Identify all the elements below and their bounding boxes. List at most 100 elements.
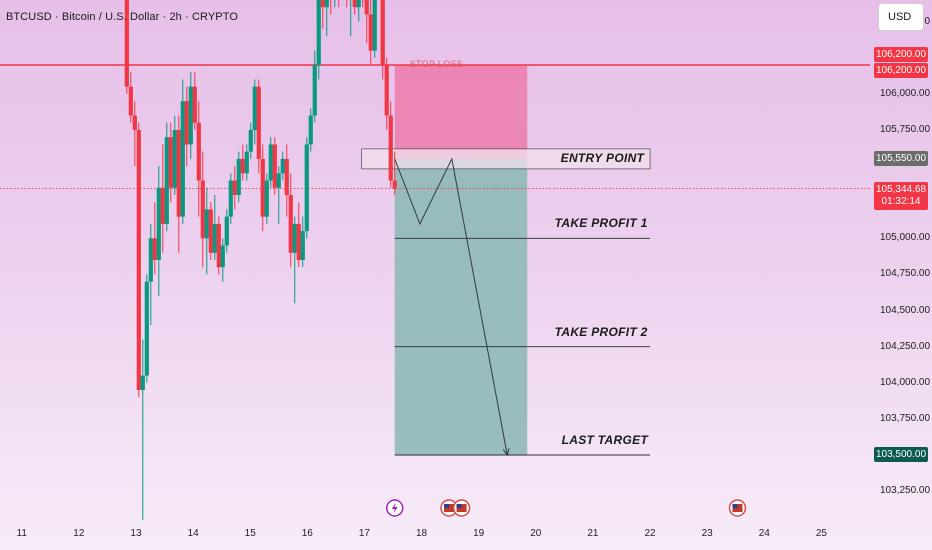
candle xyxy=(312,65,317,116)
candle xyxy=(268,144,273,181)
candle xyxy=(204,209,209,239)
last-target-label[interactable]: LAST TARGET xyxy=(561,433,649,447)
stop-loss-price-badge: 106,200.00 xyxy=(874,47,928,62)
candle xyxy=(168,137,173,188)
candle xyxy=(324,0,329,8)
candle xyxy=(180,101,185,217)
candle xyxy=(384,65,389,116)
time-tick: 20 xyxy=(530,528,542,539)
price-levels xyxy=(0,64,870,456)
candle xyxy=(192,86,197,123)
time-tick: 18 xyxy=(416,528,428,539)
candle xyxy=(140,375,145,390)
candle xyxy=(156,187,161,260)
projection-line xyxy=(394,157,508,456)
time-tick: 15 xyxy=(244,528,256,539)
entry-box xyxy=(361,148,651,170)
time-tick: 22 xyxy=(644,528,656,539)
candle xyxy=(308,115,313,145)
candlestick-chart[interactable] xyxy=(0,0,870,520)
candle xyxy=(124,0,129,87)
candle xyxy=(212,223,217,253)
current-price-badge: 105,344.68 01:32:14 xyxy=(874,181,928,210)
stop-loss-zone xyxy=(394,65,528,159)
candle xyxy=(276,173,281,188)
candle xyxy=(236,158,241,195)
candle xyxy=(292,223,297,253)
candle xyxy=(240,158,245,174)
stop-loss-label: STOP LOSS xyxy=(409,59,464,69)
candle xyxy=(148,238,153,282)
candle xyxy=(380,0,385,65)
candle xyxy=(252,86,257,130)
entry-point-label[interactable]: ENTRY POINT xyxy=(560,150,645,165)
time-tick: 19 xyxy=(473,528,485,539)
candle xyxy=(260,158,265,217)
flag-canton xyxy=(456,504,462,508)
candle xyxy=(368,14,373,51)
candle xyxy=(356,0,361,8)
candle xyxy=(196,122,201,181)
event-icons xyxy=(385,499,747,517)
candle xyxy=(352,0,357,8)
target-price-badge: 103,500.00 xyxy=(874,447,928,462)
price-tick: 105,750.00 xyxy=(880,124,931,135)
stop-loss-price-badge-2: 106,200.00 xyxy=(874,63,928,78)
price-tick: 105,000.00 xyxy=(880,232,931,244)
entry-price-badge: 105,550.00 xyxy=(874,150,928,166)
bar-countdown: 01:32:14 xyxy=(881,195,921,207)
candle xyxy=(144,281,149,376)
candle xyxy=(220,245,225,268)
candle xyxy=(152,238,157,260)
candle xyxy=(288,195,293,253)
time-tick: 12 xyxy=(73,528,85,539)
flag-canton xyxy=(732,504,738,508)
price-tick: 104,000.00 xyxy=(880,376,931,388)
candle xyxy=(188,86,193,145)
take-profit-1-label[interactable]: TAKE PROFIT 1 xyxy=(554,216,648,231)
time-tick: 21 xyxy=(587,528,599,539)
candle xyxy=(304,144,309,232)
price-tick: 104,750.00 xyxy=(880,268,931,280)
time-tick: 23 xyxy=(701,528,713,539)
candle xyxy=(176,130,181,217)
lightning-glyph xyxy=(391,503,398,513)
candle xyxy=(172,130,177,188)
price-axis[interactable]: 106,500.00106,000.00105,750.00105,000.00… xyxy=(870,0,932,550)
candle xyxy=(320,0,325,8)
candle xyxy=(272,144,277,188)
candle xyxy=(184,101,189,145)
time-axis[interactable]: 11 12 13 14 15 16 17 18 19 20 21 22 23 24 25 xyxy=(0,520,870,550)
time-tick: 13 xyxy=(130,528,142,539)
price-tick: 104,500.00 xyxy=(880,304,931,316)
symbol-title[interactable]: BTCUSD · Bitcoin / U.S. Dollar · 2h · CR… xyxy=(6,11,238,23)
projection-path xyxy=(394,157,510,457)
position-zones xyxy=(394,65,528,455)
currency-button[interactable]: USD xyxy=(878,3,924,31)
candles xyxy=(124,0,397,520)
price-tick: 103,750.00 xyxy=(880,412,931,424)
candle xyxy=(128,86,133,116)
candle xyxy=(316,0,321,65)
flag-canton xyxy=(443,504,449,508)
take-profit-2-label[interactable]: TAKE PROFIT 2 xyxy=(554,324,648,339)
candle xyxy=(208,209,213,253)
candle xyxy=(264,180,269,217)
candle xyxy=(296,223,301,260)
time-tick: 17 xyxy=(358,528,370,539)
candle xyxy=(392,180,397,189)
candle xyxy=(228,180,233,217)
candle xyxy=(372,0,377,51)
candle xyxy=(164,137,169,224)
candle xyxy=(132,115,137,130)
profit-zone xyxy=(394,158,528,455)
price-tick: 106,000.00 xyxy=(880,87,931,99)
candle xyxy=(160,187,165,224)
candle xyxy=(256,86,261,159)
candle xyxy=(284,158,289,195)
price-tick: 103,250.00 xyxy=(880,485,931,497)
candle xyxy=(216,223,221,268)
candle xyxy=(224,216,229,246)
time-tick: 24 xyxy=(758,528,770,539)
